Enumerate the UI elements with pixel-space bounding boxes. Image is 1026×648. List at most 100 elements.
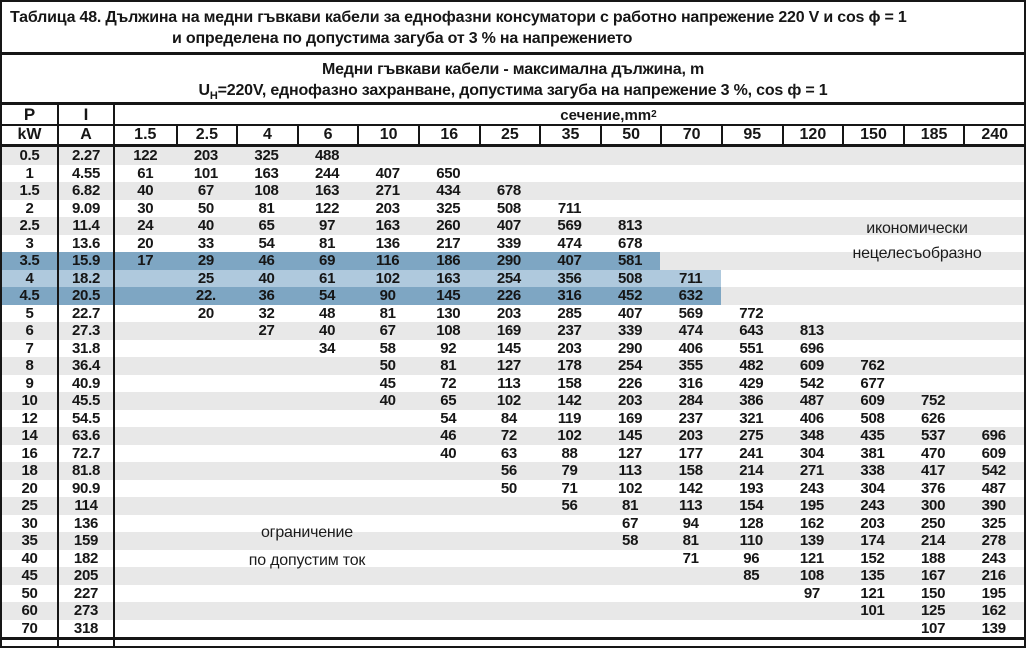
- cell-section-16: 217: [436, 234, 461, 252]
- cell-section-240: [963, 200, 1024, 218]
- cell-section-25: 226: [478, 287, 540, 305]
- cell-section-10: 67: [379, 322, 396, 340]
- cell-section-4: 325: [254, 147, 279, 165]
- cell-section-185: [903, 305, 964, 323]
- cell-section-95: 193: [739, 479, 764, 497]
- cell-p-kw: 1.5: [2, 182, 59, 200]
- cell-section-150: 101: [860, 602, 885, 620]
- cell-section-35: [539, 567, 600, 585]
- cell-section-4: [236, 357, 297, 375]
- cell-section-2.5: [176, 410, 237, 428]
- cell-section-35: [539, 585, 600, 603]
- cell-i-a: 72.7: [59, 444, 115, 462]
- section-header-35: 35: [539, 126, 600, 144]
- cell-section-35: [539, 147, 600, 165]
- cell-section-70: 81: [682, 532, 699, 550]
- cell-section-95: 386: [739, 392, 764, 410]
- cell-section-240: [963, 165, 1024, 183]
- cell-section-4: [236, 340, 297, 358]
- cell-section-25: [479, 165, 540, 183]
- cell-p-kw: 2.5: [2, 217, 59, 235]
- cell-section-2.5: [176, 340, 237, 358]
- cell-section-6: [297, 427, 358, 445]
- cell-section-185: [903, 182, 964, 200]
- cell-section-185: 626: [921, 409, 946, 427]
- cell-section-25: 339: [496, 234, 521, 252]
- cell-i-a: 22.7: [59, 304, 115, 322]
- section-header-50: 50: [599, 126, 661, 144]
- cell-section-10: [357, 462, 418, 480]
- cell-section-16: 46: [440, 427, 457, 445]
- cell-section-35: 71: [561, 479, 578, 497]
- cell-section-185: 300: [921, 497, 946, 515]
- cell-section-4: 163: [254, 164, 279, 182]
- cell-section-70: 94: [682, 514, 699, 532]
- section-header-185: 185: [902, 126, 964, 144]
- cell-section-1.5: [115, 375, 176, 393]
- cell-section-95: 214: [739, 462, 764, 480]
- cell-section-25: 678: [496, 182, 521, 200]
- cell-section-6: 122: [315, 199, 340, 217]
- cell-section-70: 474: [678, 322, 703, 340]
- cell-section-25: 50: [500, 479, 517, 497]
- cell-section-35: [539, 182, 600, 200]
- cell-section-95: [721, 252, 782, 270]
- cell-section-150: [842, 147, 903, 165]
- cell-section-6: 97: [319, 217, 336, 235]
- title-line1: Таблица 48. Дължина на медни гъвкави каб…: [10, 9, 907, 26]
- cell-section-10: [357, 585, 418, 603]
- cell-section-2.5: [176, 375, 237, 393]
- table-row-6kw: 6 27.3 27 40 67 108 169 237 339 474 643 813: [2, 322, 1024, 340]
- cell-section-120: 304: [799, 444, 824, 462]
- cell-section-6: 81: [319, 234, 336, 252]
- cell-section-95: 772: [739, 304, 764, 322]
- cell-section-35: 102: [557, 427, 582, 445]
- cell-section-120: 108: [799, 567, 824, 585]
- cell-section-95: [721, 620, 782, 638]
- cell-section-35: 203: [557, 339, 582, 357]
- next-section-sliver: [2, 637, 1024, 646]
- cell-section-25: 113: [497, 374, 521, 392]
- cell-section-70: 142: [678, 479, 703, 497]
- cell-section-185: 537: [921, 427, 946, 445]
- cell-section-150: [842, 287, 903, 305]
- cell-section-120: [782, 165, 843, 183]
- cell-section-70: 203: [678, 427, 703, 445]
- cell-section-70: [660, 147, 721, 165]
- cell-section-16: [418, 550, 479, 568]
- cell-section-6: [297, 480, 358, 498]
- table-row-5kw: 5 22.7 20 32 48 81 130 203 285 407 569 772: [2, 304, 1024, 323]
- cell-section-10: 116: [357, 252, 418, 270]
- cell-section-185: 214: [921, 532, 946, 550]
- cell-section-50: [600, 602, 661, 620]
- cell-section-70: 406: [678, 339, 703, 357]
- cell-section-4: 27: [258, 322, 275, 340]
- cell-section-95: [721, 287, 782, 305]
- cell-section-1.5: [115, 550, 176, 568]
- cell-section-16: [418, 620, 479, 638]
- cell-section-1.5: 122: [133, 147, 158, 165]
- cell-section-185: 167: [921, 567, 946, 585]
- column-divider: [56, 640, 59, 646]
- cell-section-70: [660, 165, 721, 183]
- cell-section-50: [600, 585, 661, 603]
- cell-p-kw: 25: [2, 497, 59, 515]
- cell-section-2.5: [176, 445, 237, 463]
- table-body: 0.5 2.27 122 203 325 488 1 4.55 61 101 163 244 407 65…: [2, 147, 1024, 637]
- cell-section-2.5: [176, 602, 237, 620]
- cell-section-6: [297, 410, 358, 428]
- table-row-45kw: 45 205 85 108 135 167 216: [2, 567, 1024, 585]
- cell-section-2.5: [176, 480, 237, 498]
- cell-section-25: 63: [500, 444, 517, 462]
- table-row-7kw: 7 31.8 34 58 92 145 203 290 406 551 696: [2, 339, 1024, 358]
- cell-section-50: [600, 567, 661, 585]
- cell-section-10: [357, 427, 418, 445]
- cell-section-6: 54: [296, 287, 358, 305]
- cell-section-25: 203: [496, 304, 521, 322]
- cell-section-120: 139: [799, 532, 824, 550]
- cell-section-6: [297, 585, 358, 603]
- cell-section-120: 813: [799, 322, 824, 340]
- cell-section-16: 130: [436, 304, 461, 322]
- cell-p-kw: 0.5: [2, 147, 59, 165]
